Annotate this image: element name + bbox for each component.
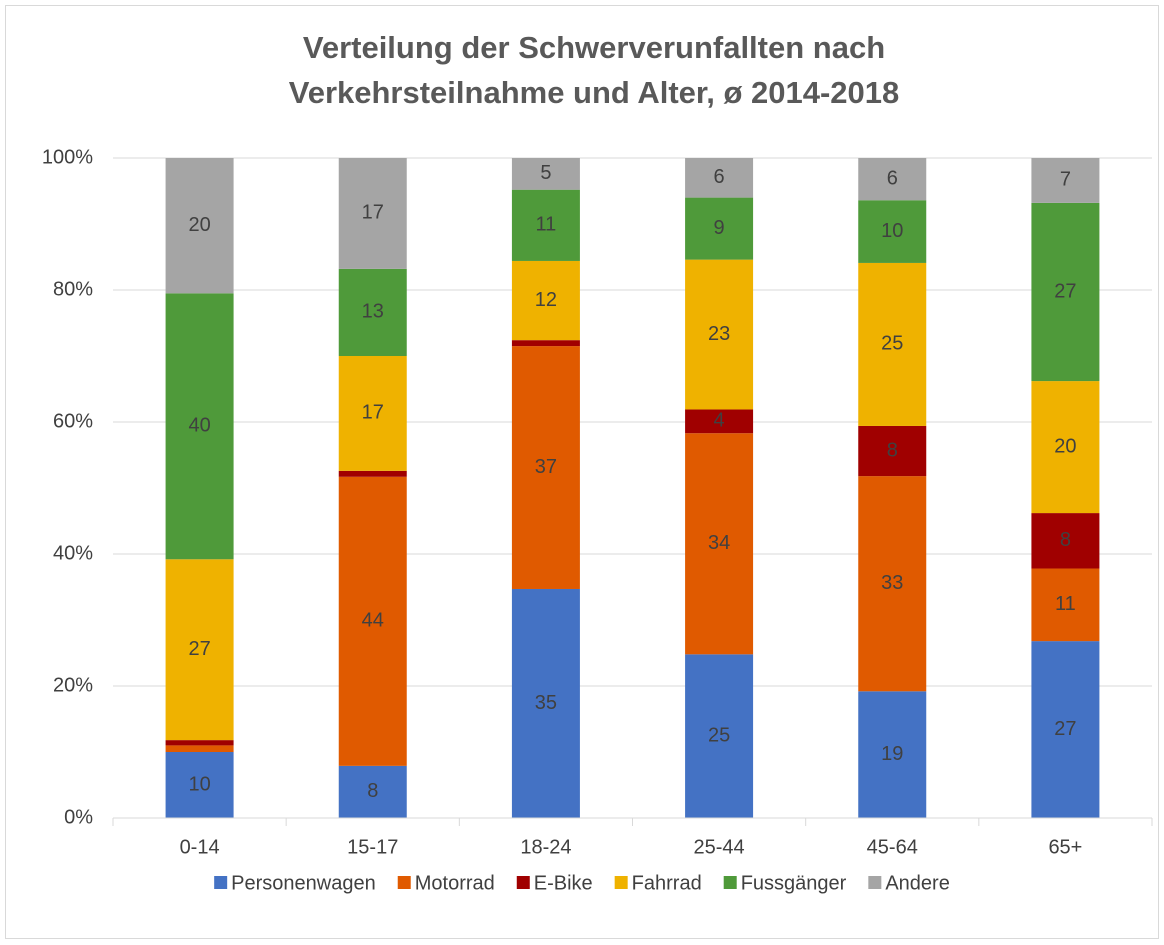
bar-segment — [1031, 381, 1100, 514]
y-tick-label: 20% — [53, 674, 93, 696]
legend-label: Personenwagen — [231, 872, 376, 894]
data-label: 34 — [708, 532, 730, 554]
legend-swatch — [723, 876, 737, 889]
bar-segment — [685, 158, 754, 198]
y-tick-label: 100% — [42, 146, 93, 168]
legend-swatch — [397, 876, 411, 889]
bar-segment — [338, 765, 407, 818]
data-label: 12 — [535, 289, 557, 311]
data-label: 4 — [714, 410, 725, 432]
bar-segment — [858, 200, 927, 263]
data-label: 10 — [188, 773, 210, 795]
chart-title: Verteilung der Schwerverunfallten nach — [303, 30, 885, 65]
data-label: 9 — [714, 217, 725, 239]
bar-segment — [685, 433, 754, 655]
data-label: 10 — [881, 220, 903, 242]
x-tick-label: 65+ — [1048, 836, 1082, 858]
data-label: 44 — [362, 610, 384, 632]
data-label: 40 — [188, 415, 210, 437]
bar-segment — [1031, 202, 1100, 382]
bar-segment — [511, 588, 580, 818]
x-tick-label: 45-64 — [867, 836, 918, 858]
bar-segment — [1031, 641, 1100, 818]
data-label: 7 — [1060, 169, 1071, 191]
legend-swatch — [614, 876, 628, 889]
legend-label: Andere — [885, 872, 950, 894]
legend-swatch — [214, 876, 228, 889]
bar-segment — [858, 425, 927, 477]
data-label: 25 — [881, 333, 903, 355]
bar-segment — [165, 752, 234, 818]
bar-segment — [338, 470, 407, 477]
chart-title: Verkehrsteilnahme und Alter, ø 2014-2018 — [289, 75, 900, 110]
bar-segment — [1031, 513, 1100, 569]
legend-label: Fahrrad — [632, 872, 702, 894]
x-tick-label: 0-14 — [180, 836, 220, 858]
bar-segment — [165, 293, 234, 560]
bar-segment — [338, 268, 407, 356]
data-label: 11 — [536, 214, 557, 236]
bar-segment — [338, 476, 407, 766]
data-label: 8 — [887, 439, 898, 461]
data-label: 11 — [1055, 593, 1076, 615]
bar-segment — [165, 745, 234, 752]
data-label: 6 — [714, 166, 725, 188]
bar-segment — [1031, 158, 1100, 203]
bar-segment — [858, 262, 927, 426]
data-label: 5 — [540, 162, 551, 184]
bar-segment — [511, 189, 580, 261]
bar-segment — [685, 197, 754, 260]
bar-segment — [858, 476, 927, 692]
data-label: 27 — [1054, 280, 1076, 302]
data-label: 13 — [362, 301, 384, 323]
bar-segment — [858, 691, 927, 818]
bar-segment — [338, 158, 407, 269]
bar-segment — [165, 158, 234, 294]
data-label: 8 — [1060, 529, 1071, 551]
legend-swatch — [516, 876, 530, 889]
bar-segment — [511, 158, 580, 190]
data-label: 20 — [1054, 435, 1076, 457]
bar-segment — [858, 158, 927, 201]
bar-segment — [165, 559, 234, 741]
data-label: 17 — [362, 402, 384, 424]
bar-segment — [1031, 568, 1100, 642]
legend-label: Fussgänger — [741, 872, 847, 894]
data-label: 27 — [188, 638, 210, 660]
legend-swatch — [868, 876, 882, 889]
legend-label: Motorrad — [415, 872, 495, 894]
legend-label: E-Bike — [534, 872, 593, 894]
bar-segment — [685, 409, 754, 434]
x-tick-label: 25-44 — [694, 836, 745, 858]
bar-segment — [511, 260, 580, 341]
data-label: 6 — [887, 167, 898, 189]
data-label: 20 — [188, 214, 210, 236]
y-tick-label: 0% — [64, 806, 93, 828]
x-tick-label: 15-17 — [347, 836, 398, 858]
data-label: 37 — [535, 456, 557, 478]
x-tick-label: 18-24 — [520, 836, 571, 858]
y-tick-label: 40% — [53, 542, 93, 564]
data-label: 19 — [881, 743, 903, 765]
bar-segment — [511, 340, 580, 347]
bar-segment — [685, 654, 754, 818]
bar-segment — [685, 259, 754, 410]
data-label: 33 — [881, 572, 903, 594]
data-label: 17 — [362, 202, 384, 224]
bar-segment — [511, 346, 580, 589]
y-tick-label: 80% — [53, 278, 93, 300]
data-label: 23 — [708, 323, 730, 345]
y-tick-label: 60% — [53, 410, 93, 432]
bar-segment — [165, 740, 234, 746]
data-label: 25 — [708, 724, 730, 746]
bar-segment — [338, 356, 407, 471]
data-label: 35 — [535, 692, 557, 714]
data-label: 27 — [1054, 718, 1076, 740]
data-label: 8 — [367, 780, 378, 802]
